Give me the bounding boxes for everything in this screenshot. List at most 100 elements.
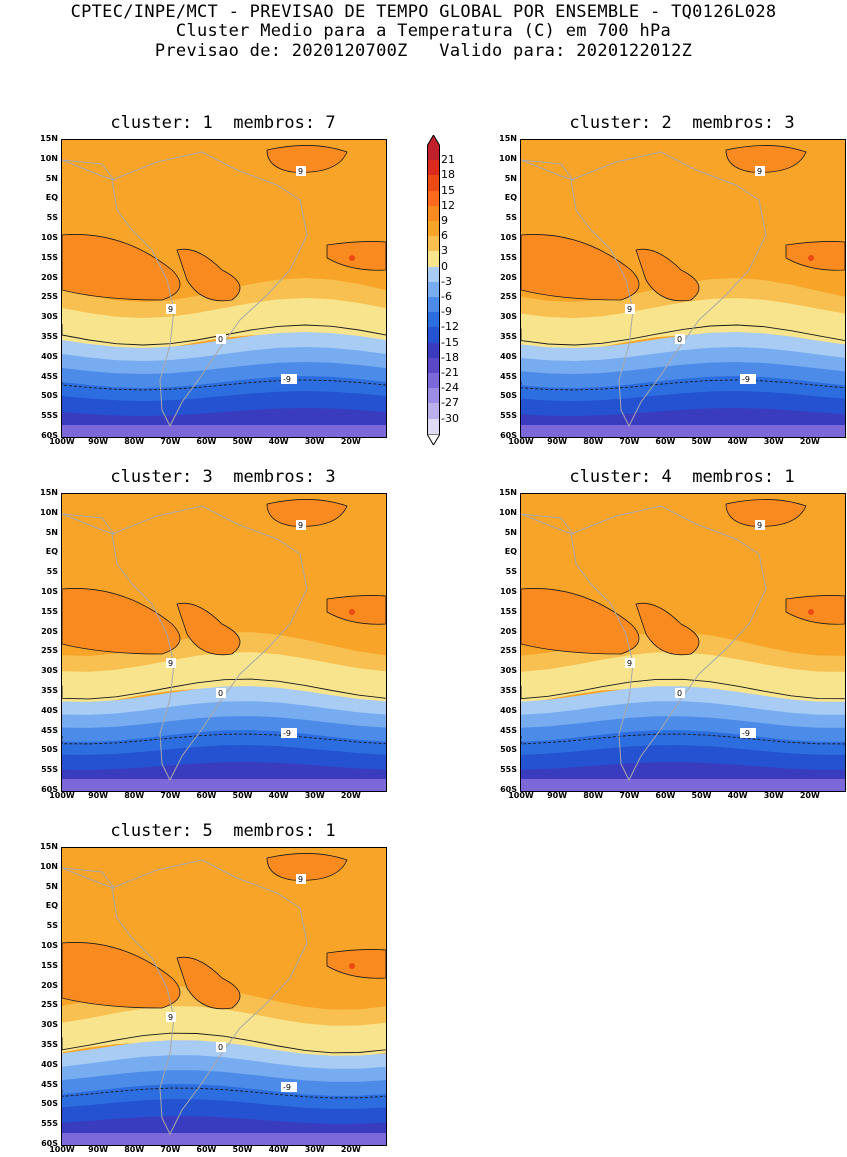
colorbar-swatch	[427, 175, 440, 191]
lat-tick-label: 30S	[41, 312, 58, 322]
lat-tick-label: 45S	[41, 371, 58, 381]
lon-tick-label: 30W	[763, 791, 784, 800]
lat-tick-label: 5S	[505, 213, 517, 223]
lat-tick-label: EQ	[45, 193, 58, 203]
lat-tick-label: EQ	[504, 193, 517, 203]
temperature-map-cluster-1: 9 9 0 -9	[61, 139, 387, 438]
lat-tick-label: 15S	[41, 252, 58, 262]
lat-tick-label: 5S	[46, 567, 58, 577]
lon-tick-label: 100W	[508, 437, 534, 446]
colorbar-label: -30	[441, 411, 459, 425]
main-title: CPTEC/INPE/MCT - PREVISAO DE TEMPO GLOBA…	[70, 2, 777, 22]
svg-text:-9: -9	[283, 729, 291, 738]
colorbar-label: -24	[441, 381, 459, 395]
subtitle-dates: Previsao de: 2020120700Z Valido para: 20…	[154, 41, 693, 61]
lon-tick-label: 40W	[268, 791, 289, 800]
lon-tick-label: 100W	[49, 437, 75, 446]
lat-tick-label: 25S	[41, 1000, 58, 1010]
colorbar-label: -12	[441, 320, 459, 334]
colorbar-swatch	[427, 145, 440, 161]
colorbar-swatch	[427, 312, 440, 328]
colorbar-swatch	[427, 266, 440, 282]
lat-tick-label: 40S	[500, 705, 517, 715]
panel-title-cluster-2: cluster: 2 membros: 3	[569, 113, 795, 133]
lat-tick-label: 15N	[40, 488, 58, 497]
colorbar-swatch	[427, 403, 440, 419]
lat-tick-label: EQ	[504, 547, 517, 557]
lat-tick-label: 40S	[41, 1059, 58, 1069]
lat-tick-label: 60S	[500, 785, 517, 794]
colorbar-label: 0	[441, 259, 448, 273]
lon-tick-label: 40W	[268, 1145, 289, 1154]
lon-tick-label: 50W	[691, 791, 712, 800]
svg-text:9: 9	[298, 167, 303, 176]
temperature-map-cluster-4: 9 9 0 -9	[520, 493, 846, 792]
lon-tick-label: 30W	[304, 437, 325, 446]
lon-tick-label: 40W	[727, 791, 748, 800]
colorbar-label: 6	[441, 229, 448, 243]
lat-tick-label: 20S	[500, 626, 517, 636]
lat-tick-label: 25S	[500, 292, 517, 302]
lat-tick-label: 20S	[41, 980, 58, 990]
lon-tick-label: 20W	[340, 437, 361, 446]
lat-tick-label: 45S	[500, 725, 517, 735]
colorbar-top-arrow	[427, 135, 440, 146]
lon-tick-label: 20W	[799, 791, 820, 800]
lat-tick-label: 50S	[41, 745, 58, 755]
colorbar-label: 9	[441, 214, 448, 227]
svg-text:0: 0	[677, 689, 682, 698]
lat-tick-label: 30S	[500, 312, 517, 322]
panel-title-cluster-5: cluster: 5 membros: 1	[110, 821, 336, 841]
colorbar-swatch	[427, 388, 440, 404]
lon-tick-label: 60W	[196, 437, 217, 446]
lat-tick-label: 50S	[500, 391, 517, 401]
lat-tick-label: 35S	[500, 686, 517, 695]
colorbar-label: -27	[441, 396, 459, 410]
lon-tick-label: 50W	[691, 437, 712, 446]
lon-tick-label: 100W	[49, 791, 75, 800]
lat-tick-label: 60S	[500, 431, 517, 440]
svg-text:9: 9	[757, 167, 762, 176]
colorbar-label: 18	[441, 168, 455, 182]
lat-tick-label: 30S	[500, 666, 517, 676]
lon-tick-label: 30W	[763, 437, 784, 446]
colorbar-swatch	[427, 373, 440, 389]
lat-tick-label: 15S	[41, 960, 58, 970]
colorbar-label: -15	[441, 335, 459, 349]
lat-tick-label: 45S	[500, 371, 517, 381]
lon-tick-label: 60W	[655, 791, 676, 800]
lat-tick-label: 55S	[41, 1119, 58, 1129]
lon-tick-label: 80W	[124, 437, 145, 446]
lon-tick-label: 50W	[232, 791, 253, 800]
lat-tick-label: 55S	[500, 411, 517, 421]
lat-tick-label: 20S	[41, 626, 58, 636]
lat-tick-label: 5S	[46, 921, 58, 931]
lon-tick-label: 70W	[160, 437, 181, 446]
colorbar-label: -3	[441, 274, 452, 288]
colorbar-swatch	[427, 327, 440, 343]
lat-tick-label: 10S	[41, 233, 58, 242]
colorbar-label: -18	[441, 350, 459, 364]
lat-tick-label: 55S	[41, 411, 58, 421]
panel-title-cluster-1: cluster: 1 membros: 7	[110, 113, 336, 133]
lon-tick-label: 90W	[88, 791, 109, 800]
lat-tick-label: EQ	[45, 547, 58, 557]
lat-tick-label: 5S	[46, 213, 58, 223]
lat-tick-label: 15S	[500, 252, 517, 262]
lon-tick-label: 70W	[619, 437, 640, 446]
svg-text:9: 9	[298, 521, 303, 530]
panel-title-cluster-3: cluster: 3 membros: 3	[110, 467, 336, 487]
svg-text:9: 9	[168, 305, 173, 314]
lat-tick-label: 40S	[500, 351, 517, 361]
lat-tick-label: 10N	[499, 507, 517, 517]
lat-tick-label: 25S	[41, 292, 58, 302]
svg-text:9: 9	[168, 1013, 173, 1022]
lon-tick-label: 30W	[304, 1145, 325, 1154]
lat-tick-label: 20S	[500, 272, 517, 282]
colorbar-swatch	[427, 297, 440, 313]
lat-tick-label: 30S	[41, 1020, 58, 1030]
lon-tick-label: 20W	[340, 791, 361, 800]
lon-tick-label: 20W	[799, 437, 820, 446]
svg-text:9: 9	[627, 659, 632, 668]
lat-tick-label: 5N	[504, 173, 517, 183]
